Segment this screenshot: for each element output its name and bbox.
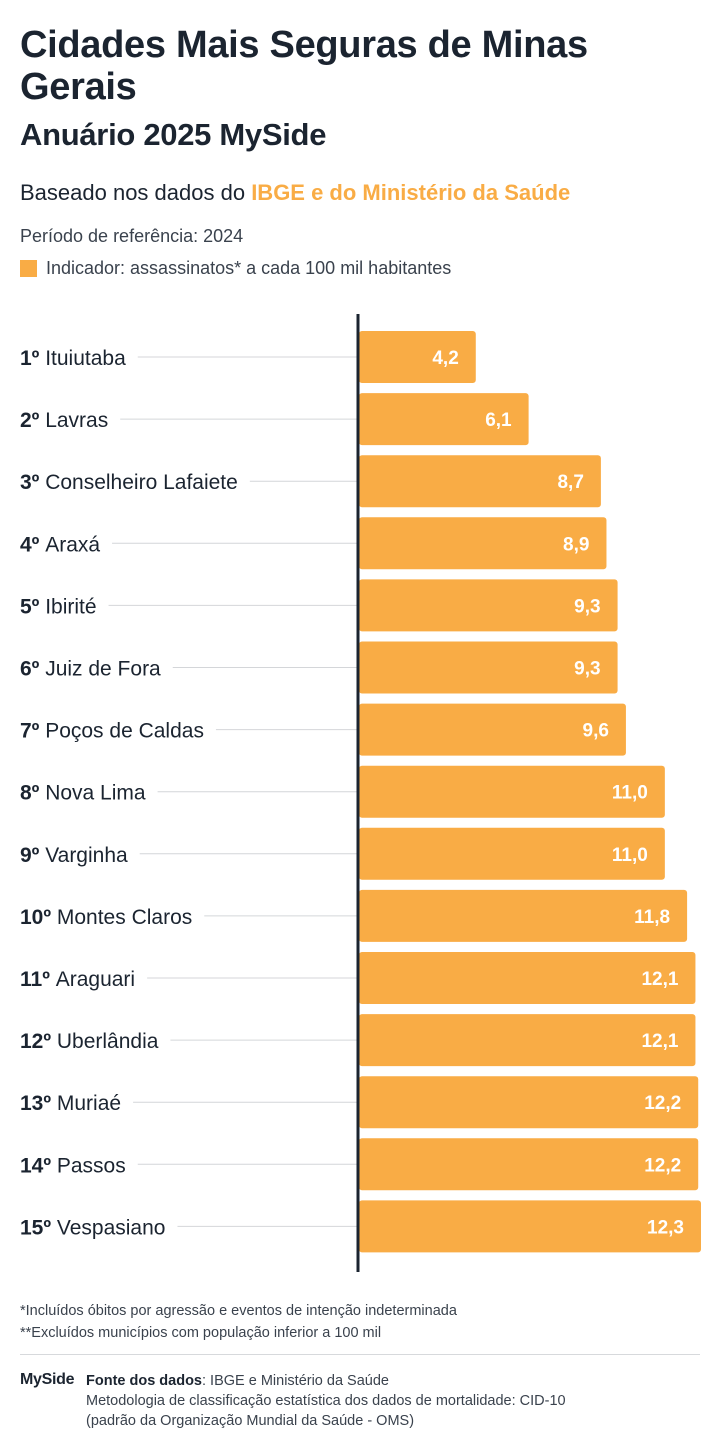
footer-divider <box>20 1354 700 1355</box>
rank-label: 12º <box>20 1030 57 1053</box>
rank-label: 15º <box>20 1216 57 1239</box>
data-basis-prefix: Baseado nos dados do <box>20 180 252 205</box>
bar-label: 9º Varginha <box>20 844 128 867</box>
bar-label: 12º Uberlândia <box>20 1030 159 1053</box>
source-label: Fonte dos dados <box>86 1373 202 1389</box>
city-label: Juiz de Fora <box>45 658 161 681</box>
bar-label: 4º Araxá <box>20 533 100 556</box>
bar <box>359 579 618 632</box>
bar-label: 5º Ibirité <box>20 595 97 618</box>
bar-label: 1º Ituiutaba <box>20 347 126 370</box>
bar-value-label: 12,1 <box>641 1031 678 1052</box>
page-title: Cidades Mais Seguras de Minas Gerais <box>20 24 588 108</box>
source-text: : IBGE e Ministério da Saúde <box>202 1373 389 1389</box>
bar-label: 15º Vespasiano <box>20 1216 165 1239</box>
bar-value-label: 12,2 <box>644 1155 681 1176</box>
city-label: Varginha <box>45 844 128 867</box>
bar <box>359 455 601 508</box>
rank-label: 13º <box>20 1092 57 1115</box>
rank-label: 7º <box>20 720 45 743</box>
bar-value-label: 6,1 <box>485 410 512 431</box>
city-label: Poços de Caldas <box>45 720 204 743</box>
bar-label: 10º Montes Claros <box>20 906 192 929</box>
footnote-2: **Excluídos municípios com população inf… <box>20 1325 382 1341</box>
bar <box>359 827 665 880</box>
indicator-legend: Indicador: assassinatos* a cada 100 mil … <box>20 258 451 279</box>
city-label: Montes Claros <box>57 906 192 929</box>
bar <box>359 765 665 818</box>
city-label: Passos <box>57 1154 126 1177</box>
reference-period: Período de referência: 2024 <box>20 226 244 246</box>
city-label: Nova Lima <box>45 782 146 805</box>
data-source: Fonte dos dados: IBGE e Ministério da Sa… <box>86 1371 706 1431</box>
bar <box>359 703 626 756</box>
legend-swatch <box>20 260 37 277</box>
bar <box>359 331 476 383</box>
city-label: Araxá <box>45 533 100 556</box>
rank-label: 5º <box>20 595 45 618</box>
bar-label: 3º Conselheiro Lafaiete <box>20 471 238 494</box>
bar <box>359 393 529 446</box>
rank-label: 4º <box>20 533 45 556</box>
bar-value-label: 4,2 <box>432 348 458 369</box>
bar-value-label: 9,6 <box>583 721 609 742</box>
rank-label: 14º <box>20 1154 57 1177</box>
method-line-1: Metodologia de classificação estatística… <box>86 1393 566 1409</box>
bar <box>359 889 688 942</box>
bar-label: 14º Passos <box>20 1154 126 1177</box>
bar-value-label: 11,0 <box>612 845 648 866</box>
rank-label: 2º <box>20 409 45 432</box>
rank-label: 8º <box>20 782 45 805</box>
bar <box>359 952 696 1004</box>
city-label: Conselheiro Lafaiete <box>45 471 238 494</box>
city-label: Uberlândia <box>57 1030 159 1053</box>
bar-value-label: 11,8 <box>634 907 670 928</box>
source-line: Fonte dos dados: IBGE e Ministério da Sa… <box>86 1371 706 1391</box>
city-label: Ibirité <box>45 595 96 618</box>
rank-label: 1º <box>20 347 45 370</box>
bar-label: 6º Juiz de Fora <box>20 658 161 681</box>
city-label: Vespasiano <box>57 1216 166 1239</box>
bar-label: 2º Lavras <box>20 409 108 432</box>
bar <box>359 517 607 570</box>
bar <box>359 1138 699 1191</box>
footnote-1: *Incluídos óbitos por agressão e eventos… <box>20 1303 457 1319</box>
bar-value-label: 12,2 <box>644 1093 681 1114</box>
data-basis-highlight: IBGE e do Ministério da Saúde <box>251 180 571 205</box>
bar-label: 7º Poços de Caldas <box>20 720 204 743</box>
city-label: Lavras <box>45 409 108 432</box>
city-label: Muriaé <box>57 1092 121 1115</box>
bar-value-label: 9,3 <box>574 596 600 617</box>
myside-logo: MySide <box>20 1371 75 1388</box>
indicator-label: Indicador: assassinatos* a cada 100 mil … <box>46 258 452 278</box>
rank-label: 6º <box>20 658 45 681</box>
bar-chart: 1º Ituiutaba 4,2 2º Lavras 6,1 3º Conselheir… <box>20 314 701 1272</box>
bar-value-label: 9,3 <box>574 659 600 680</box>
bar-value-label: 11,0 <box>612 783 648 804</box>
bar <box>359 1076 699 1129</box>
bar <box>359 1014 696 1067</box>
rank-label: 11º <box>20 968 56 991</box>
rank-label: 10º <box>20 906 57 929</box>
method-line-2: (padrão da Organização Mundial da Saúde … <box>86 1413 415 1429</box>
footnotes: *Incluídos óbitos por agressão e eventos… <box>20 1300 457 1344</box>
rank-label: 3º <box>20 471 45 494</box>
bar-value-label: 12,3 <box>647 1217 684 1238</box>
bar <box>359 641 618 694</box>
bar-label: 8º Nova Lima <box>20 782 146 805</box>
city-label: Araguari <box>56 968 135 991</box>
city-label: Ituiutaba <box>45 347 126 370</box>
data-basis-line: Baseado nos dados do IBGE e do Ministéri… <box>20 180 570 206</box>
bar-value-label: 8,9 <box>563 534 589 555</box>
bar-label: 13º Muriaé <box>20 1092 121 1115</box>
bar-value-label: 12,1 <box>641 969 678 990</box>
bar <box>359 1200 701 1253</box>
page-subtitle: Anuário 2025 MySide <box>20 117 327 152</box>
rank-label: 9º <box>20 844 45 867</box>
bar-label: 11º Araguari <box>20 968 135 991</box>
bar-value-label: 8,7 <box>557 472 583 493</box>
